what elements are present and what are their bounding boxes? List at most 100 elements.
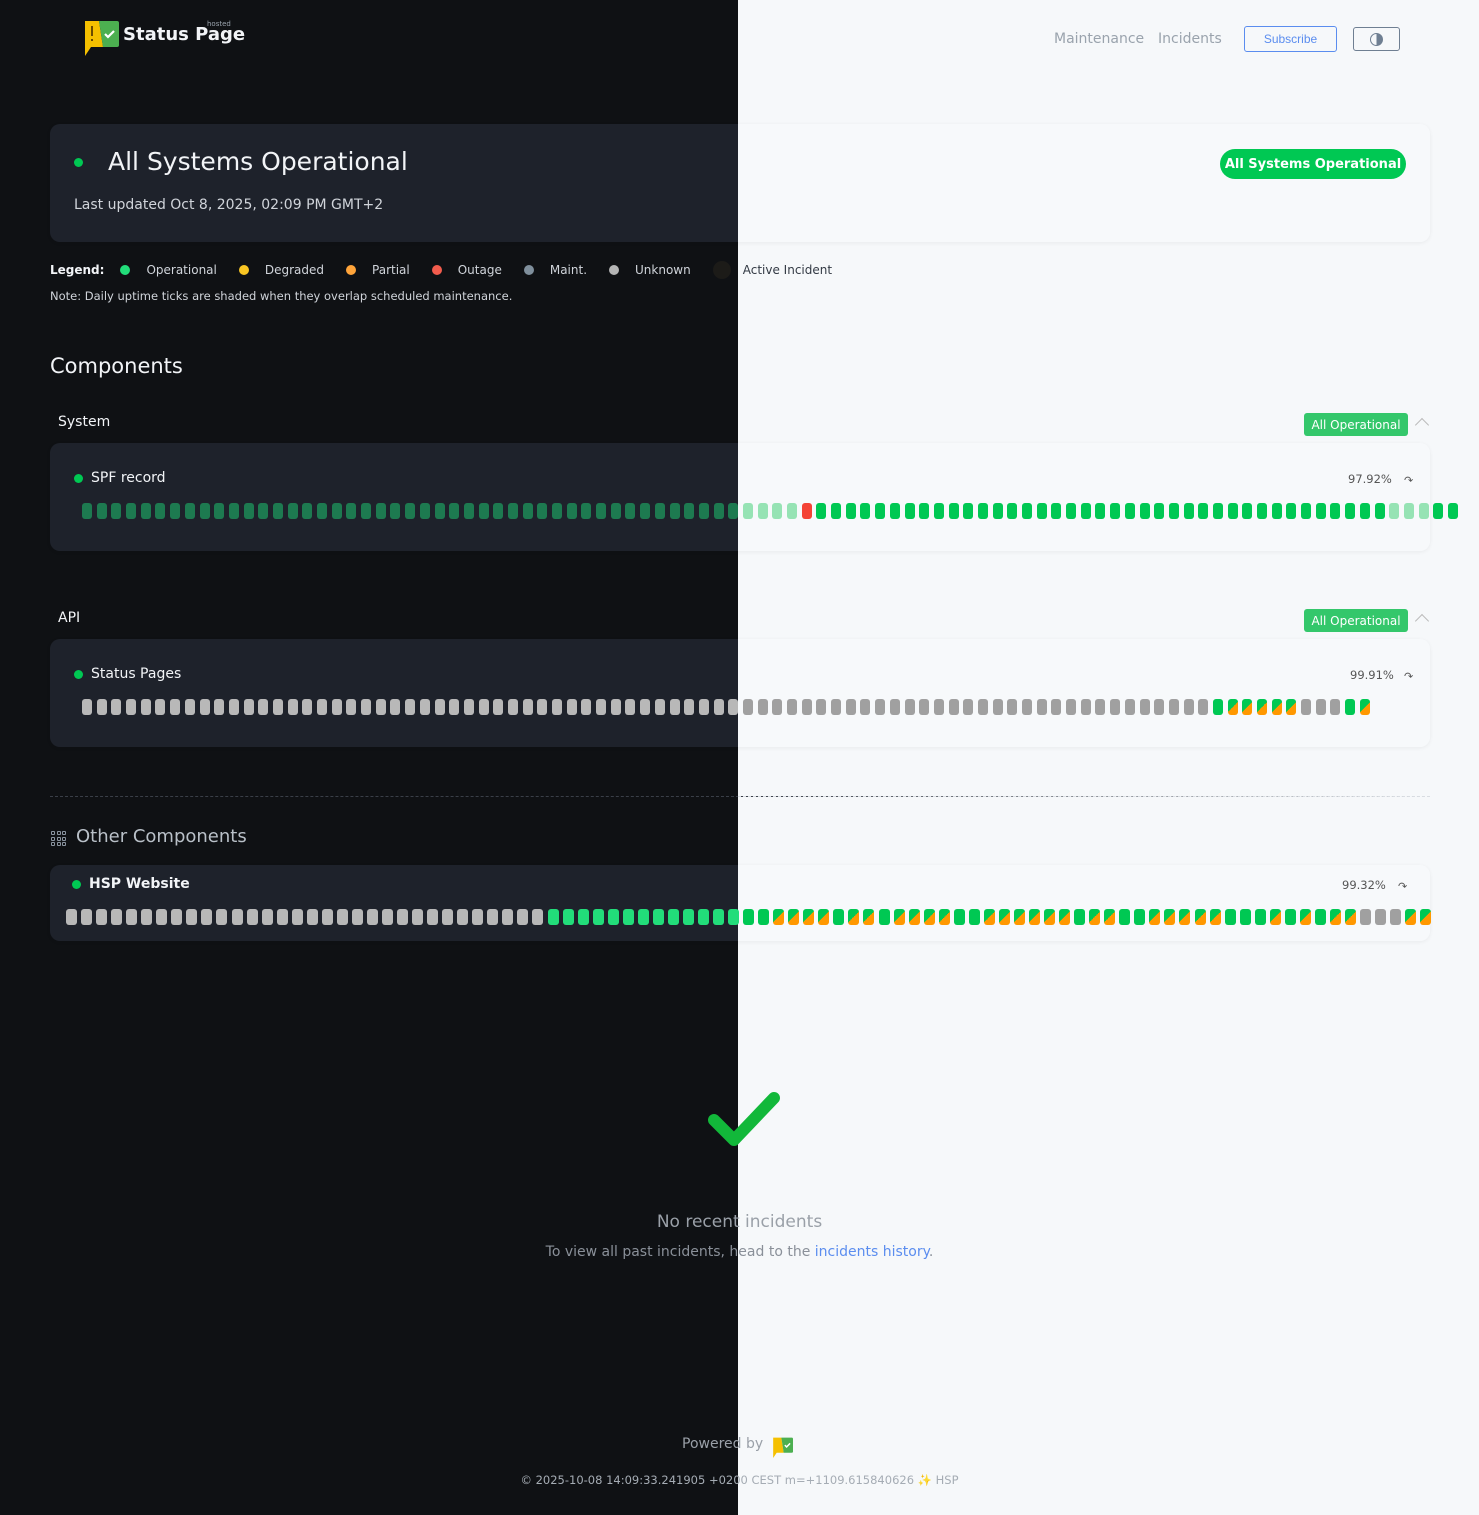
uptime-tick[interactable] xyxy=(228,699,239,715)
uptime-tick[interactable] xyxy=(1134,909,1146,925)
uptime-tick[interactable] xyxy=(346,503,357,519)
uptime-tick[interactable] xyxy=(640,503,651,519)
uptime-tick[interactable] xyxy=(231,909,243,925)
uptime-tick[interactable] xyxy=(412,909,424,925)
uptime-tick[interactable] xyxy=(1095,503,1106,519)
uptime-tick[interactable] xyxy=(713,503,724,519)
uptime-tick[interactable] xyxy=(472,909,484,925)
uptime-tick[interactable] xyxy=(1212,699,1223,715)
uptime-tick[interactable] xyxy=(667,909,679,925)
uptime-tick[interactable] xyxy=(522,699,533,715)
uptime-tick[interactable] xyxy=(801,699,812,715)
uptime-tick[interactable] xyxy=(258,699,269,715)
uptime-tick[interactable] xyxy=(1360,909,1372,925)
uptime-tick[interactable] xyxy=(306,909,318,925)
uptime-tick[interactable] xyxy=(427,909,439,925)
uptime-tick[interactable] xyxy=(1066,503,1077,519)
uptime-tick[interactable] xyxy=(1095,699,1106,715)
uptime-tick[interactable] xyxy=(831,503,842,519)
uptime-tick[interactable] xyxy=(625,699,636,715)
uptime-tick[interactable] xyxy=(1345,699,1356,715)
uptime-tick[interactable] xyxy=(1330,503,1341,519)
uptime-tick[interactable] xyxy=(682,909,694,925)
logo-icon[interactable] xyxy=(83,20,119,56)
subscribe-button[interactable]: Subscribe xyxy=(1244,26,1337,52)
uptime-tick[interactable] xyxy=(214,699,225,715)
uptime-tick[interactable] xyxy=(992,503,1003,519)
uptime-tick[interactable] xyxy=(787,503,797,519)
uptime-tick[interactable] xyxy=(1433,503,1444,519)
uptime-tick[interactable] xyxy=(860,699,871,715)
uptime-tick[interactable] xyxy=(522,503,533,519)
brand-name[interactable]: Status Page xyxy=(123,24,246,45)
uptime-tick[interactable] xyxy=(243,699,254,715)
uptime-tick[interactable] xyxy=(863,909,875,925)
uptime-tick[interactable] xyxy=(1154,503,1165,519)
uptime-tick[interactable] xyxy=(1330,699,1341,715)
uptime-tick[interactable] xyxy=(1089,909,1101,925)
uptime-tick[interactable] xyxy=(317,699,327,715)
uptime-tick[interactable] xyxy=(948,503,959,519)
uptime-tick[interactable] xyxy=(1315,503,1326,519)
uptime-tick[interactable] xyxy=(532,909,544,925)
uptime-tick[interactable] xyxy=(1271,699,1282,715)
uptime-tick[interactable] xyxy=(622,909,634,925)
uptime-tick[interactable] xyxy=(390,699,401,715)
uptime-tick[interactable] xyxy=(1227,503,1238,519)
uptime-tick[interactable] xyxy=(228,503,239,519)
uptime-tick[interactable] xyxy=(331,503,342,519)
uptime-tick[interactable] xyxy=(875,503,886,519)
uptime-tick[interactable] xyxy=(375,699,386,715)
uptime-tick[interactable] xyxy=(742,699,753,715)
uptime-tick[interactable] xyxy=(889,699,900,715)
uptime-tick[interactable] xyxy=(1301,503,1312,519)
uptime-tick[interactable] xyxy=(698,699,709,715)
uptime-tick[interactable] xyxy=(566,699,577,715)
uptime-tick[interactable] xyxy=(919,503,930,519)
uptime-tick[interactable] xyxy=(361,699,372,715)
uptime-tick[interactable] xyxy=(502,909,514,925)
uptime-tick[interactable] xyxy=(953,909,965,925)
uptime-tick[interactable] xyxy=(478,699,489,715)
uptime-tick[interactable] xyxy=(596,699,607,715)
uptime-tick[interactable] xyxy=(1036,503,1047,519)
uptime-tick[interactable] xyxy=(933,503,944,519)
uptime-tick[interactable] xyxy=(833,909,845,925)
uptime-tick[interactable] xyxy=(186,909,198,925)
uptime-tick[interactable] xyxy=(1051,699,1062,715)
uptime-tick[interactable] xyxy=(893,909,905,925)
uptime-tick[interactable] xyxy=(1036,699,1047,715)
uptime-tick[interactable] xyxy=(652,909,664,925)
uptime-tick[interactable] xyxy=(607,909,619,925)
uptime-tick[interactable] xyxy=(773,909,785,925)
uptime-tick[interactable] xyxy=(577,909,589,925)
chevron-up-icon[interactable] xyxy=(1414,417,1430,433)
uptime-tick[interactable] xyxy=(199,503,210,519)
chevron-up-icon[interactable] xyxy=(1414,613,1430,629)
uptime-tick[interactable] xyxy=(758,909,770,925)
uptime-tick[interactable] xyxy=(728,909,740,925)
uptime-tick[interactable] xyxy=(1405,909,1417,925)
refresh-icon[interactable]: ↷ xyxy=(1404,670,1414,683)
uptime-tick[interactable] xyxy=(728,503,739,519)
uptime-tick[interactable] xyxy=(1104,909,1116,925)
uptime-tick[interactable] xyxy=(654,699,665,715)
uptime-tick[interactable] xyxy=(111,699,122,715)
uptime-tick[interactable] xyxy=(772,503,783,519)
uptime-tick[interactable] xyxy=(713,909,725,925)
uptime-tick[interactable] xyxy=(592,909,604,925)
uptime-tick[interactable] xyxy=(463,699,474,715)
uptime-tick[interactable] xyxy=(111,909,123,925)
uptime-tick[interactable] xyxy=(170,503,181,519)
uptime-tick[interactable] xyxy=(1212,503,1223,519)
uptime-tick[interactable] xyxy=(684,503,695,519)
uptime-tick[interactable] xyxy=(904,699,915,715)
uptime-tick[interactable] xyxy=(1254,909,1266,925)
uptime-tick[interactable] xyxy=(933,699,944,715)
uptime-tick[interactable] xyxy=(66,909,77,925)
uptime-tick[interactable] xyxy=(381,909,393,925)
uptime-tick[interactable] xyxy=(938,909,950,925)
uptime-tick[interactable] xyxy=(442,909,454,925)
uptime-tick[interactable] xyxy=(801,503,812,519)
uptime-tick[interactable] xyxy=(1286,503,1297,519)
